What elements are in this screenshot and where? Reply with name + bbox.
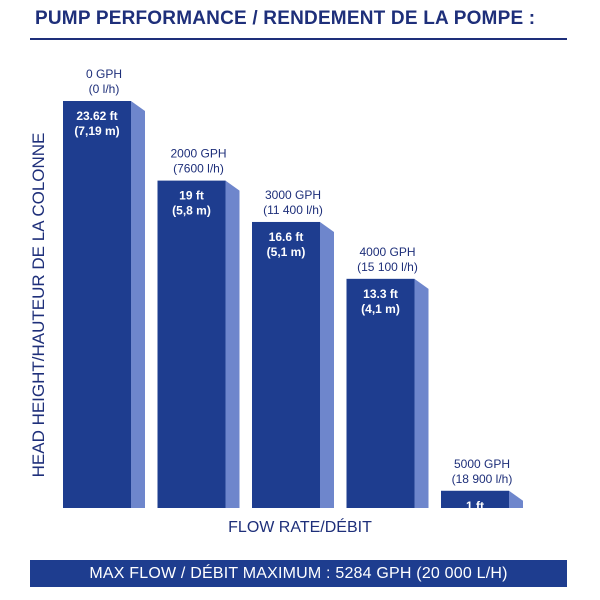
category-label-metric: (7600 l/h) <box>173 162 224 176</box>
bar-value-label-metric: (4,1 m) <box>361 302 400 316</box>
bar-value-label: 19 ft <box>179 189 204 203</box>
category-label-metric: (0 l/h) <box>89 82 120 96</box>
bar-side-face <box>509 490 523 508</box>
bar-value-label-metric: (5,8 m) <box>172 204 211 218</box>
bar-value-label-metric: (5,1 m) <box>267 245 306 259</box>
category-label-metric: (11 400 l/h) <box>263 203 323 217</box>
x-axis-label: FLOW RATE/DÉBIT <box>228 519 372 536</box>
category-label: 4000 GPH <box>359 245 415 259</box>
bar-side-face <box>225 180 240 508</box>
bar-value-label-metric: (7,19 m) <box>74 124 119 138</box>
bar <box>252 221 320 508</box>
bar <box>63 101 131 508</box>
bar-side-face <box>320 221 334 508</box>
bar-value-label-metric: (0,3 m) <box>456 514 495 528</box>
category-label-metric: (15 100 l/h) <box>357 260 418 274</box>
chart-title: PUMP PERFORMANCE / RENDEMENT DE LA POMPE… <box>35 8 536 29</box>
category-label: 2000 GPH <box>170 147 226 161</box>
bar-side-face <box>131 101 145 508</box>
category-label-metric: (18 900 l/h) <box>452 472 513 486</box>
bar-value-label: 23.62 ft <box>76 109 117 123</box>
bar-side-face <box>414 278 429 508</box>
bar <box>441 490 509 508</box>
category-label: 5000 GPH <box>454 457 510 471</box>
bar-value-label: 1 ft <box>466 499 484 513</box>
bar-value-label: 16.6 ft <box>269 230 304 244</box>
category-label: 0 GPH <box>86 67 122 81</box>
max-flow-banner: MAX FLOW / DÉBIT MAXIMUM : 5284 GPH (20 … <box>30 560 567 587</box>
title-divider <box>30 38 567 40</box>
bar <box>346 278 415 508</box>
bar <box>157 180 226 508</box>
category-label: 3000 GPH <box>265 188 321 202</box>
bar-value-label: 13.3 ft <box>363 287 398 301</box>
